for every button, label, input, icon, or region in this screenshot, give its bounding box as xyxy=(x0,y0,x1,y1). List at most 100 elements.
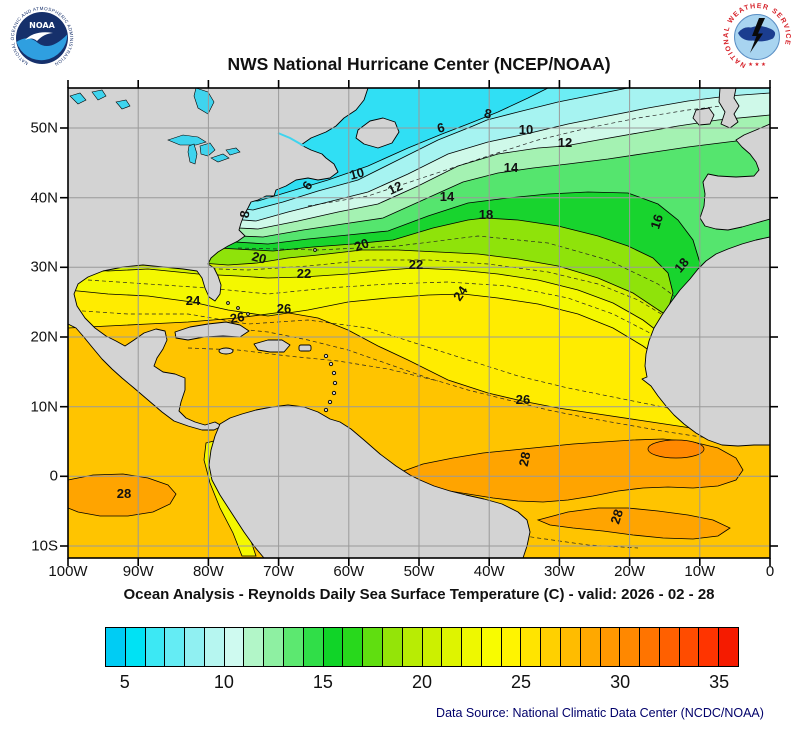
contour-label: 28 xyxy=(516,450,534,467)
nws-stars: ★ ★ ★ xyxy=(748,62,766,68)
land-britain xyxy=(718,88,740,129)
colorbar-tick-label: 30 xyxy=(610,672,631,692)
colorbar-segment xyxy=(323,628,344,666)
land-jamaica xyxy=(218,347,234,355)
land-small-island xyxy=(313,248,317,252)
contour-label: 10 xyxy=(348,165,366,183)
colorbar-segment xyxy=(719,628,738,666)
contour-label: 12 xyxy=(558,135,572,150)
contour-label: 18 xyxy=(479,207,493,222)
contour-label: 26 xyxy=(277,301,291,316)
contour-label: 6 xyxy=(435,119,446,135)
lake-ontario xyxy=(225,147,241,156)
land-antilles-island xyxy=(328,361,334,367)
lat-label: 10N xyxy=(30,398,58,416)
lake-erie xyxy=(210,153,230,163)
colorbar-segment xyxy=(244,628,265,666)
northern-lake-2 xyxy=(115,99,131,110)
colorbar-tick-label: 20 xyxy=(411,672,433,692)
map-subtitle: Ocean Analysis - Reynolds Daily Sea Surf… xyxy=(123,586,715,603)
page-title: NWS National Hurricane Center (NCEP/NOAA… xyxy=(227,54,611,74)
colorbar-segment xyxy=(501,628,522,666)
land-small-island xyxy=(246,312,250,316)
lon-label: 30W xyxy=(543,563,575,580)
colorbar-segment xyxy=(284,628,304,666)
colorbar-segment xyxy=(106,628,126,666)
contour-label: 24 xyxy=(186,293,201,308)
land-newfoundland xyxy=(355,117,400,149)
noaa-bird-icon xyxy=(25,32,53,41)
colorbar-segment xyxy=(679,628,700,666)
land-antilles-island xyxy=(323,353,329,359)
colorbar-segment xyxy=(580,628,601,666)
lon-label: 100W xyxy=(48,563,88,580)
nws-logo: NATIONAL WEATHER SERVICE ★ ★ ★ xyxy=(723,3,791,71)
land-cuba xyxy=(174,321,250,341)
contour-label: 26 xyxy=(229,309,246,326)
land-layer xyxy=(68,88,770,558)
colorbar-segment xyxy=(541,628,561,666)
colorbar-segment xyxy=(422,628,443,666)
colorbar-segment xyxy=(659,628,680,666)
noaa-logo: NATIONAL OCEANIC AND ATMOSPHERIC ADMINIS… xyxy=(8,4,75,71)
colorbar-segment xyxy=(620,628,641,666)
colorbar-segment xyxy=(382,628,403,666)
colorbar-segment xyxy=(224,628,245,666)
colorbar-segment xyxy=(402,628,423,666)
colorbar-segment xyxy=(560,628,581,666)
lon-label: 0 xyxy=(765,563,775,580)
lat-label: 10S xyxy=(31,537,58,555)
land-antilles-island xyxy=(323,407,329,413)
colorbar-segment xyxy=(204,628,225,666)
land-antilles-island xyxy=(327,399,333,405)
colorbar-segment xyxy=(303,628,324,666)
map-frame xyxy=(60,80,778,566)
colorbar-segment xyxy=(481,628,502,666)
lon-label: 10W xyxy=(684,563,716,580)
colorbar-segment xyxy=(343,628,364,666)
contour-label: 16 xyxy=(647,212,666,230)
land-small-island xyxy=(226,301,230,305)
colorbar-tick-label: 5 xyxy=(119,672,130,692)
lake-superior xyxy=(167,134,207,146)
lakes-layer xyxy=(69,87,305,165)
lon-label: 90W xyxy=(122,563,154,580)
land-antilles-island xyxy=(332,380,338,386)
lat-label: 0 xyxy=(49,467,58,485)
nws-lightning-icon xyxy=(750,18,765,53)
contour-label: 8 xyxy=(237,209,253,219)
colorbar-segment xyxy=(145,628,166,666)
noaa-wordmark: NOAA xyxy=(29,21,55,30)
lat-label: 40N xyxy=(30,189,58,207)
colorbar-segment xyxy=(600,628,621,666)
contour-label: 10 xyxy=(519,122,533,137)
graticule xyxy=(68,88,770,558)
colorbar-segment xyxy=(165,628,186,666)
colorbar-segment xyxy=(125,628,146,666)
noaa-globe-sea xyxy=(16,34,68,61)
land-antilles-island xyxy=(331,390,337,396)
colorbar-tick-label: 10 xyxy=(213,672,234,692)
colorbar-segment xyxy=(699,628,720,666)
colorbar-tick-label: 15 xyxy=(312,672,333,692)
lat-label: 20N xyxy=(30,328,58,346)
land-puerto-rico xyxy=(298,344,312,352)
land-small-island xyxy=(236,306,240,310)
land-ireland xyxy=(692,107,715,126)
contour-label: 20 xyxy=(352,235,371,254)
colorbar-segment xyxy=(264,628,285,666)
contour-label: 20 xyxy=(250,249,268,267)
temperature-colorbar xyxy=(105,627,739,667)
lake-michigan xyxy=(187,143,198,165)
land-france-iberia xyxy=(699,123,770,231)
contour-label: 26 xyxy=(516,392,530,407)
contour-label: 8 xyxy=(483,106,493,122)
lon-label: 70W xyxy=(263,563,295,580)
lon-label: 80W xyxy=(192,563,224,580)
land-hispaniola xyxy=(253,339,291,353)
colorbar-segment xyxy=(640,628,660,666)
land-africa xyxy=(641,236,770,447)
colorbar-segment xyxy=(521,628,542,666)
